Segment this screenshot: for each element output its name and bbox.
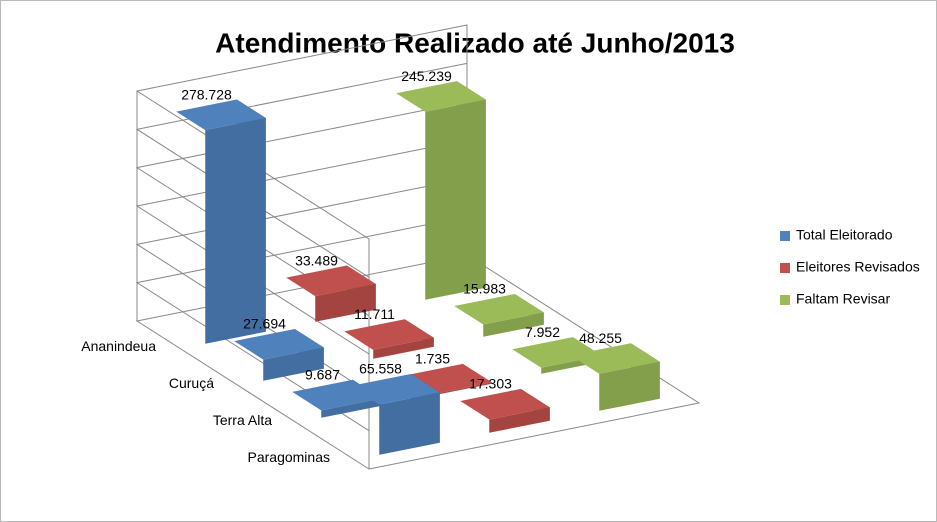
wall-line	[135, 62, 468, 278]
value-label: 33.489	[295, 252, 338, 268]
bar-top	[176, 99, 266, 131]
bar-top	[570, 343, 660, 374]
value-label: 278.728	[181, 86, 232, 102]
value-label: 15.983	[463, 281, 506, 297]
legend-label: Faltam Revisar	[796, 291, 890, 307]
legend-label: Total Eleitorado	[796, 227, 893, 243]
bar	[234, 328, 324, 381]
bar-top	[286, 265, 376, 297]
bar-front	[599, 361, 660, 411]
category-label: Ananindeua	[81, 338, 156, 354]
chart-title: Atendimento Realizado até Junho/2013	[215, 27, 735, 58]
legend-swatch	[780, 263, 790, 273]
wall-line	[135, 216, 468, 432]
bar-top	[396, 81, 486, 112]
bar-front	[315, 284, 376, 322]
bar	[344, 319, 434, 359]
bar	[176, 99, 266, 344]
value-label: 7.952	[525, 324, 560, 340]
category-label: Terra Alta	[213, 412, 272, 428]
bar-top	[460, 388, 550, 420]
bar	[460, 388, 550, 433]
value-label: 65.558	[359, 361, 402, 377]
bar-front	[379, 392, 440, 455]
legend-swatch	[780, 295, 790, 305]
bar-top	[350, 373, 440, 405]
bar-top	[344, 319, 434, 350]
category-label: Paragominas	[248, 449, 331, 465]
bar	[570, 343, 660, 411]
category-label: Curuçá	[169, 375, 214, 391]
bar	[286, 265, 376, 322]
value-label: 1.735	[415, 351, 450, 367]
legend-swatch	[780, 231, 790, 241]
wall-line	[135, 101, 468, 317]
bar-top	[454, 293, 544, 325]
bar-top	[234, 328, 324, 360]
bar	[350, 373, 440, 455]
value-label: 245.239	[401, 68, 452, 84]
bar	[396, 81, 486, 300]
legend-label: Eleitores Revisados	[796, 259, 920, 275]
bars: 278.728 33.489 245.239 27.694 11.711 15.983 9.…	[176, 68, 660, 455]
bar-front	[431, 382, 492, 396]
bar-front	[373, 337, 434, 359]
value-label: 9.687	[305, 367, 340, 383]
value-label: 48.255	[579, 330, 622, 346]
bar-front	[263, 347, 324, 381]
wall-line	[135, 139, 468, 355]
value-label: 17.303	[469, 376, 512, 392]
bar	[454, 293, 544, 337]
value-label: 27.694	[243, 316, 286, 332]
bar-front	[425, 99, 486, 300]
bar-front	[489, 407, 550, 433]
value-label: 11.711	[354, 306, 395, 322]
bar-front	[483, 312, 544, 337]
bar-front	[321, 398, 382, 418]
bar-front	[205, 118, 266, 344]
